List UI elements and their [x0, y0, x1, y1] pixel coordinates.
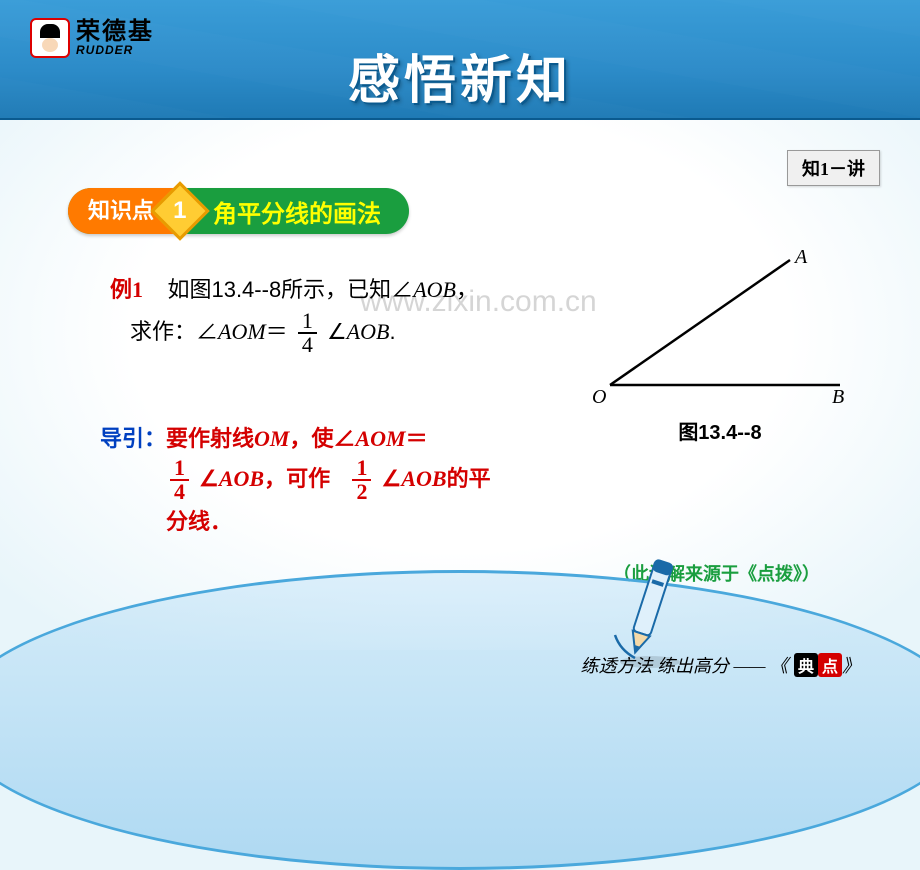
section-tag: 知1－讲: [787, 150, 880, 186]
g-l1-eq: ＝: [406, 426, 428, 451]
dian-logo: 典 点: [794, 653, 842, 677]
fraction-1-4: 1 4: [298, 310, 317, 356]
angle-svg: A O B: [580, 245, 860, 405]
g-l2-pre: ∠: [199, 466, 219, 491]
guide-block: 导引：要作射线OM，使∠AOM＝ 1 4 ∠AOB，可作 1 2 ∠AOB的平 …: [100, 420, 491, 541]
g-l2-aob2: AOB: [401, 466, 446, 491]
frac1-den: 4: [298, 334, 317, 356]
guide-label: 导引：: [100, 426, 166, 451]
ex-line2-pre: 求作：∠: [130, 318, 218, 343]
source-note: （此讲解来源于《点拨》）: [613, 560, 820, 586]
dian-box-2: 点: [818, 653, 842, 677]
fig-label-O: O: [592, 386, 606, 405]
footer-close: 》: [842, 652, 860, 678]
g-l1-pre: 要作射线: [166, 426, 254, 451]
ex-line2-ang2-pre: ∠: [327, 318, 347, 343]
ex-line1-post: ，: [456, 277, 478, 302]
fb-num: 1: [352, 457, 371, 481]
pill-number: 1: [173, 197, 186, 225]
pill-title: 角平分线的画法: [213, 194, 381, 229]
fraction-1-2: 1 2: [352, 457, 371, 503]
fb-den: 2: [352, 481, 371, 503]
footer-text: 练透方法 练出高分 —— 《 典 点 》: [580, 652, 860, 678]
ex-line2-a2: AOB: [347, 318, 390, 343]
g-l3: 分线．: [166, 509, 232, 534]
content-area: 知1－讲 知识点 1 角平分线的画法 www.zixin.com.cn 例1 如…: [0, 120, 920, 650]
g-l2-post: 的平: [447, 466, 491, 491]
ex-line2-a1: AOM: [218, 318, 266, 343]
fa-num: 1: [170, 457, 189, 481]
fig-label-B: B: [832, 386, 844, 405]
dian-box-1: 典: [794, 653, 818, 677]
fig-label-A: A: [793, 246, 808, 268]
angle-figure: A O B 图13.4­­--8: [580, 245, 860, 445]
ex-line2-eq: ＝: [266, 318, 288, 343]
g-l2-pre2: ∠: [382, 466, 402, 491]
fa-den: 4: [170, 481, 189, 503]
g-l2-mid: ，可作: [264, 466, 330, 491]
figure-caption: 图13.4­­--8: [580, 416, 860, 445]
g-l1-aom: AOM: [356, 426, 406, 451]
ex-line2-post: .: [389, 318, 395, 343]
page-title: 感悟新知: [0, 38, 920, 113]
example-label: 例1: [110, 277, 143, 302]
g-l1-mid: ，使∠: [289, 426, 355, 451]
frac1-num: 1: [298, 310, 317, 334]
g-l1-om: OM: [254, 426, 289, 451]
example-block: 例1 如图13.4­­--8所示，已知∠AOB， 求作：∠AOM＝ 1 4 ∠A…: [110, 270, 478, 356]
knowledge-pill: 知识点 1 角平分线的画法: [68, 188, 409, 234]
fraction-1-4-b: 1 4: [170, 457, 189, 503]
ex-line1-ang: AOB: [413, 277, 456, 302]
footer-slogan: 练透方法 练出高分 —— 《: [580, 652, 788, 678]
ex-line1-pre: 如图13.4­­--8所示，已知∠: [167, 277, 413, 302]
g-l2-aob: AOB: [219, 466, 264, 491]
